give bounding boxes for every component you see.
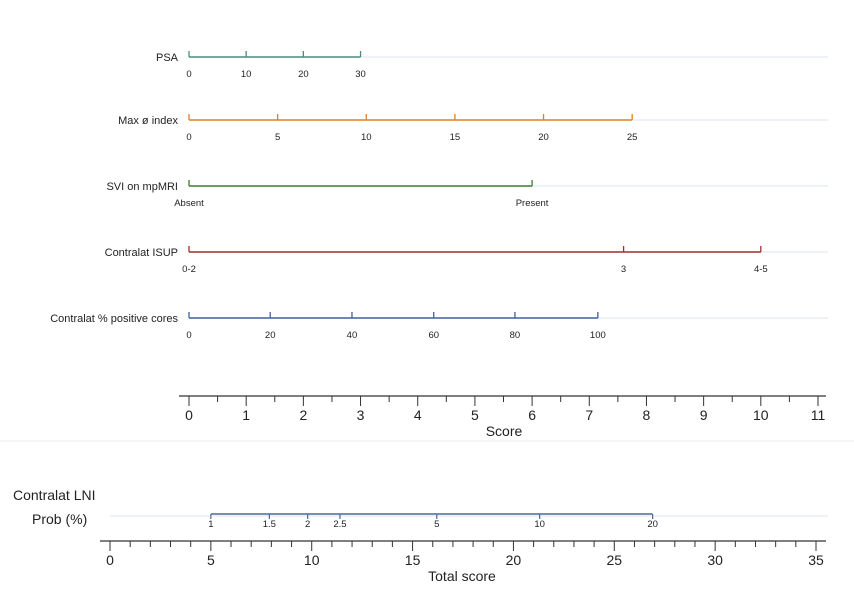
contralat-positive-cores-tick-label: 100 xyxy=(590,330,606,341)
psa-label: PSA xyxy=(156,52,179,64)
lni-label-line2: Prob (%) xyxy=(32,511,87,527)
probability-tick-label: 10 xyxy=(534,519,545,530)
total-score-axis-title: Total score xyxy=(428,568,496,584)
total-axis-tick-label: 10 xyxy=(304,552,320,568)
contralat-positive-cores-tick-label: 60 xyxy=(428,330,439,341)
score-axis-tick-label: 8 xyxy=(643,407,651,423)
lni-label-line1: Contralat LNI xyxy=(13,487,95,503)
total-axis-tick-label: 5 xyxy=(207,552,215,568)
probability-tick-label: 1 xyxy=(208,519,213,530)
max-index-tick-label: 20 xyxy=(538,132,549,143)
total-score-axis: 0 5 10 15 20 25 30 35 xyxy=(100,540,826,568)
max-index-tick-label: 10 xyxy=(361,132,372,143)
max-index-tick-label: 15 xyxy=(450,132,461,143)
probability-tick-label: 2 xyxy=(305,519,310,530)
psa-tick-label: 30 xyxy=(355,69,366,80)
score-axis: 0 1 2 3 4 5 6 7 8 9 10 11 xyxy=(179,395,826,423)
max-index-tick-label: 0 xyxy=(186,132,191,143)
score-axis-tick-label: 0 xyxy=(185,407,193,423)
contralat-positive-cores-tick-label: 0 xyxy=(186,330,191,341)
score-axis-title: Score xyxy=(486,423,523,439)
score-axis-tick-label: 6 xyxy=(528,407,536,423)
svi-on-mpmri-tick-label: Absent xyxy=(174,198,204,209)
contralat-positive-cores-tick-label: 80 xyxy=(510,330,521,341)
probability-tick-label: 5 xyxy=(434,519,439,530)
probability-scale: 1 1.5 2 2.5 5 10 20 xyxy=(208,513,658,530)
score-axis-tick-label: 9 xyxy=(700,407,708,423)
score-axis-tick-label: 1 xyxy=(242,407,250,423)
score-axis-tick-label: 4 xyxy=(414,407,422,423)
score-axis-tick-label: 11 xyxy=(811,407,826,423)
psa-tick-label: 20 xyxy=(298,69,309,80)
max-index-tick-label: 25 xyxy=(627,132,638,143)
max-index-label: Max ø index xyxy=(118,115,178,127)
probability-tick-label: 20 xyxy=(647,519,658,530)
svi-on-mpmri-label: SVI on mpMRI xyxy=(106,181,178,193)
score-axis-tick-label: 2 xyxy=(299,407,307,423)
total-axis-tick-label: 35 xyxy=(808,552,824,568)
total-axis-tick-label: 20 xyxy=(506,552,522,568)
contralat-isup-tick-label: 4-5 xyxy=(754,264,768,275)
probability-tick-label: 2.5 xyxy=(333,519,346,530)
contralat-positive-cores-label: Contralat % positive cores xyxy=(50,313,178,325)
contralat-isup-tick-label: 3 xyxy=(621,264,626,275)
total-axis-tick-label: 30 xyxy=(707,552,723,568)
contralat-positive-cores-tick-label: 40 xyxy=(347,330,358,341)
contralat-isup-label: Contralat ISUP xyxy=(105,247,178,259)
max-index-tick-label: 5 xyxy=(275,132,280,143)
svi-on-mpmri-tick-label: Present xyxy=(516,198,549,209)
score-axis-tick-label: 10 xyxy=(753,407,769,423)
total-axis-tick-label: 0 xyxy=(106,552,114,568)
score-axis-tick-label: 3 xyxy=(357,407,365,423)
probability-tick-label: 1.5 xyxy=(263,519,276,530)
score-axis-tick-label: 5 xyxy=(471,407,479,423)
total-axis-tick-label: 15 xyxy=(405,552,421,568)
score-axis-tick-label: 7 xyxy=(585,407,593,423)
contralat-isup-tick-label: 0-2 xyxy=(182,264,196,275)
psa-tick-label: 0 xyxy=(186,69,191,80)
total-axis-tick-label: 25 xyxy=(606,552,622,568)
contralat-positive-cores-tick-label: 20 xyxy=(265,330,276,341)
psa-tick-label: 10 xyxy=(241,69,252,80)
